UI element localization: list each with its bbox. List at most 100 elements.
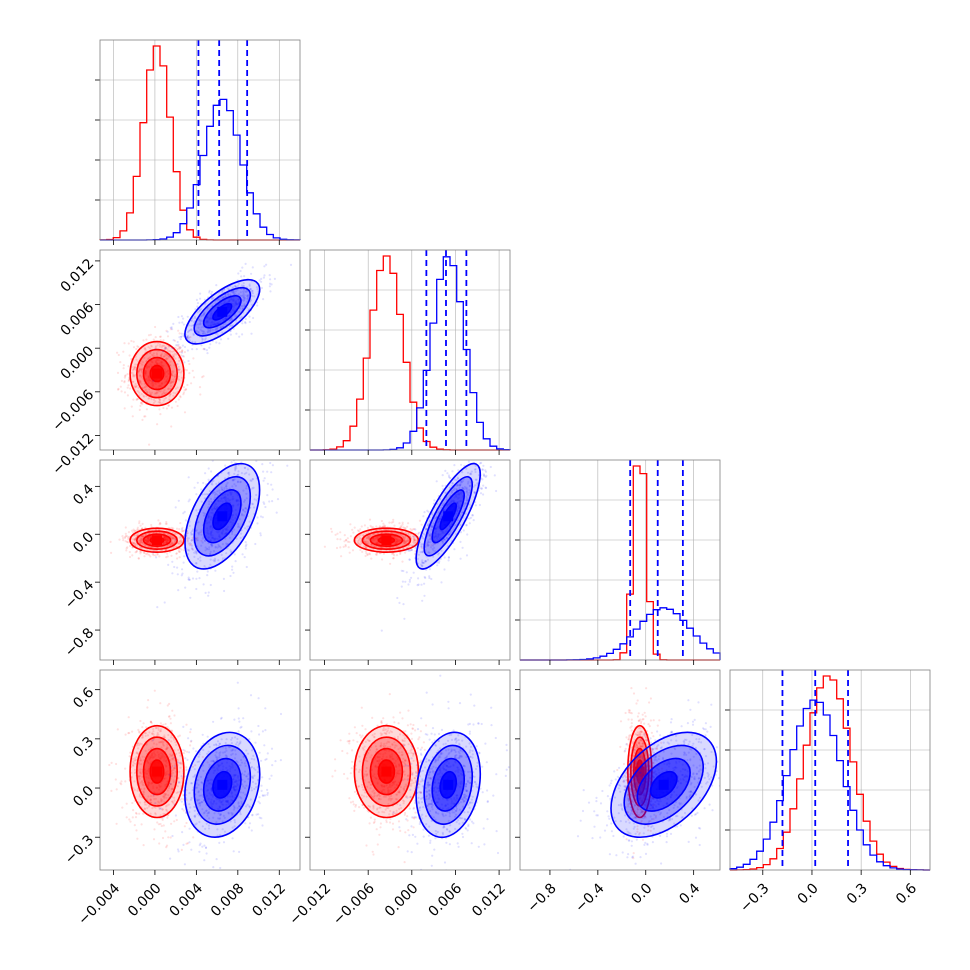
scatter-point xyxy=(166,354,170,357)
scatter-point xyxy=(179,396,182,399)
scatter-point xyxy=(180,354,183,357)
scatter-point xyxy=(122,537,125,540)
scatter-point xyxy=(250,419,252,421)
scatter-point xyxy=(396,533,399,536)
scatter-point xyxy=(467,480,470,483)
scatter-point xyxy=(471,514,474,517)
scatter-point xyxy=(144,552,147,555)
scatter-point xyxy=(408,549,411,552)
scatter-point xyxy=(234,484,237,487)
scatter-point xyxy=(260,277,263,280)
scatter-point xyxy=(176,340,179,344)
scatter-point xyxy=(411,544,415,547)
scatter-point xyxy=(157,519,160,522)
scatter-point xyxy=(189,596,192,599)
scatter-point xyxy=(172,347,175,350)
scatter-point xyxy=(171,800,174,803)
scatter-point xyxy=(388,546,391,549)
scatter-point xyxy=(170,542,173,546)
scatter-point xyxy=(458,486,461,489)
scatter-point xyxy=(131,801,134,805)
scatter-point xyxy=(486,435,488,437)
scatter-point xyxy=(403,540,406,543)
scatter-point xyxy=(485,474,488,477)
scatter-point xyxy=(215,284,218,287)
scatter-point xyxy=(412,535,415,538)
panel-frame xyxy=(99,459,301,661)
scatter-point xyxy=(222,751,225,754)
scatter-point xyxy=(261,776,264,779)
scatter-point xyxy=(123,407,126,410)
scatter-point xyxy=(366,526,369,529)
scatter-point xyxy=(466,533,469,536)
scatter-point xyxy=(375,553,378,556)
scatter-point xyxy=(235,760,238,763)
scatter-point xyxy=(149,747,152,750)
scatter-point xyxy=(382,522,385,525)
scatter-point xyxy=(138,744,141,747)
scatter-point xyxy=(133,529,136,532)
scatter-point xyxy=(244,297,247,300)
scatter-point xyxy=(152,401,156,404)
scatter-point xyxy=(181,349,184,353)
scatter-point xyxy=(356,536,359,539)
scatter-point xyxy=(189,740,193,743)
scatter-point xyxy=(261,730,264,733)
scatter-point xyxy=(149,799,152,802)
scatter-point xyxy=(205,809,208,812)
scatter-point xyxy=(143,731,146,735)
scatter-point xyxy=(244,764,247,768)
scatter-point xyxy=(165,846,168,849)
scatter-point xyxy=(441,541,444,544)
scatter-point xyxy=(230,461,233,464)
scatter-point xyxy=(135,829,138,832)
scatter-point xyxy=(162,392,165,395)
scatter-point xyxy=(175,532,178,535)
scatter-point xyxy=(134,816,138,819)
scatter-point xyxy=(198,801,201,805)
scatter-point xyxy=(131,415,134,418)
scatter-point xyxy=(242,282,245,285)
scatter-point xyxy=(159,741,162,744)
scatter-point xyxy=(436,564,439,567)
scatter-point xyxy=(134,538,137,541)
scatter-point xyxy=(237,282,241,285)
scatter-point xyxy=(358,537,362,540)
scatter-point xyxy=(196,539,199,542)
scatter-point xyxy=(211,480,214,483)
scatter-point xyxy=(368,535,371,539)
scatter-point xyxy=(428,533,431,537)
scatter-point xyxy=(203,298,206,301)
scatter-point xyxy=(172,394,175,397)
scatter-point xyxy=(184,519,187,522)
scatter-point xyxy=(162,339,165,342)
scatter-point xyxy=(133,788,136,792)
scatter-point xyxy=(196,302,200,305)
scatter-point xyxy=(250,332,253,335)
scatter-point xyxy=(185,335,188,338)
scatter-point xyxy=(447,556,450,559)
scatter-point xyxy=(228,319,231,322)
scatter-point xyxy=(154,400,157,403)
scatter-point xyxy=(174,741,177,744)
scatter-point xyxy=(152,352,155,355)
scatter-point xyxy=(164,346,167,349)
scatter-point xyxy=(143,386,146,389)
scatter-point xyxy=(346,540,349,543)
scatter-point xyxy=(231,748,235,751)
scatter-point xyxy=(176,761,179,764)
scatter-point xyxy=(220,488,224,491)
scatter-point xyxy=(185,798,188,802)
scatter-point xyxy=(155,528,158,531)
scatter-point xyxy=(171,537,174,541)
scatter-point xyxy=(208,330,211,333)
scatter-point xyxy=(193,320,196,323)
scatter-point xyxy=(215,751,218,754)
scatter-point xyxy=(203,539,207,542)
scatter-point xyxy=(142,784,145,787)
scatter-point xyxy=(186,532,189,535)
scatter-point xyxy=(363,524,366,527)
scatter-point xyxy=(171,537,174,540)
scatter-point xyxy=(404,541,407,544)
scatter-point xyxy=(141,363,144,366)
